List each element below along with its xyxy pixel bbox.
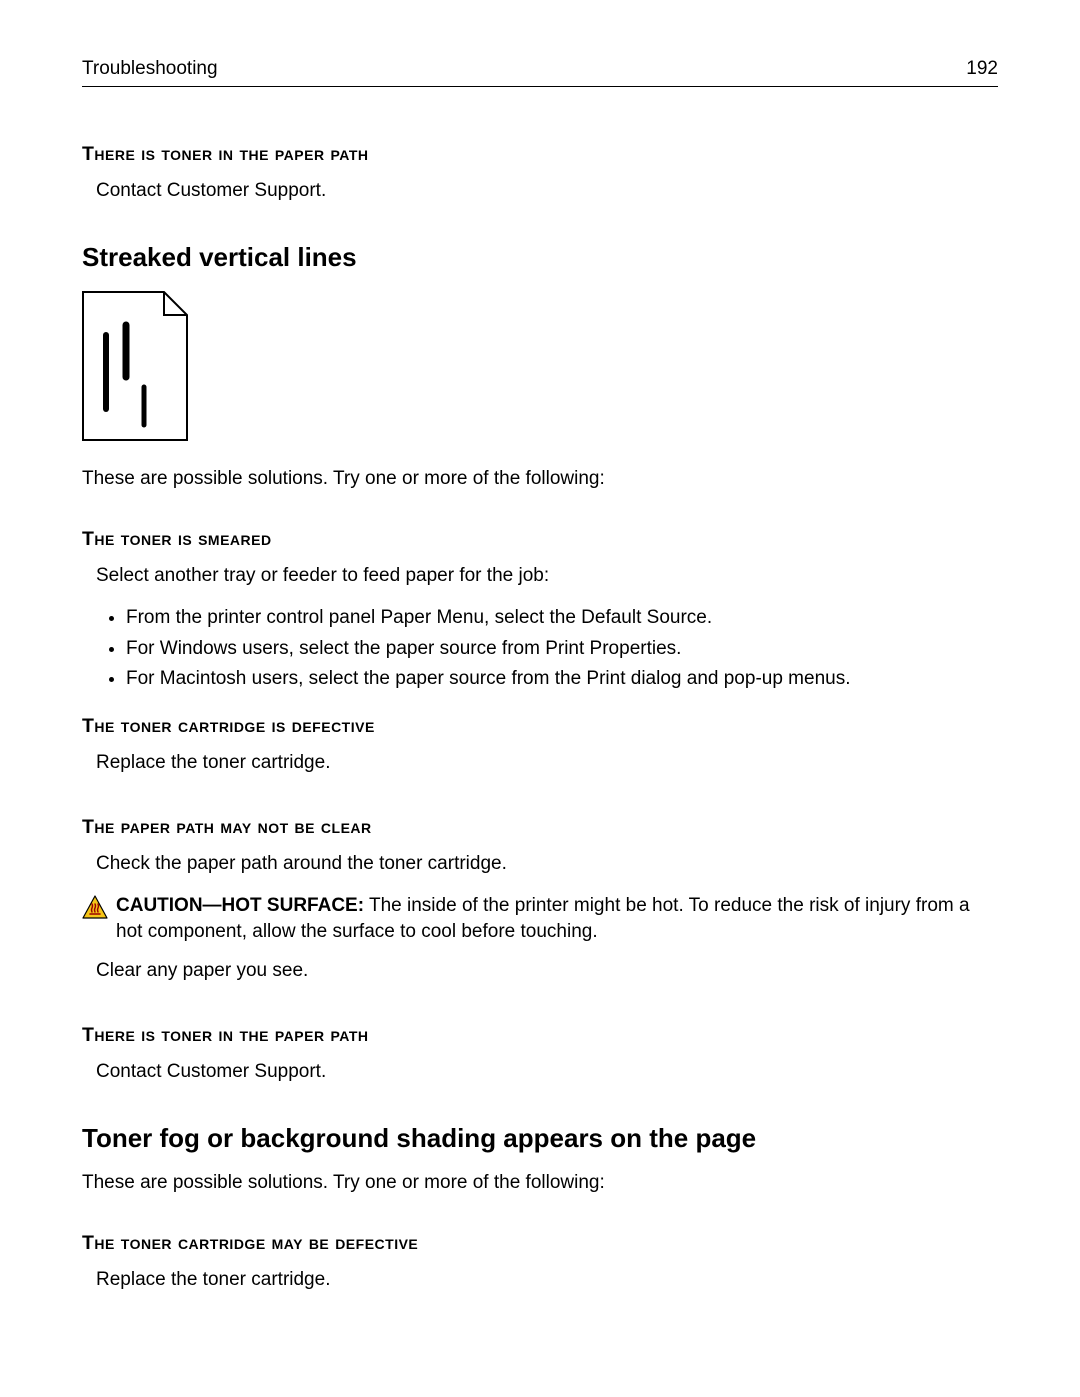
streaked-lines-illustration	[82, 291, 998, 446]
caution-label: CAUTION—HOT SURFACE:	[116, 895, 364, 916]
streaked-lines-icon	[82, 291, 188, 441]
caution-hot-surface: CAUTION—HOT SURFACE: The inside of the p…	[82, 893, 998, 946]
page-header: Troubleshooting 192	[82, 58, 998, 87]
caution-icon	[82, 895, 108, 924]
text-replace-cartridge-1: Replace the toner cartridge.	[96, 752, 998, 774]
page-number: 192	[966, 58, 998, 80]
text-solutions-intro-1: These are possible solutions. Try one or…	[82, 468, 998, 490]
text-select-tray: Select another tray or feeder to feed pa…	[96, 565, 998, 587]
text-contact-support-2: Contact Customer Support.	[96, 1061, 998, 1083]
heading-cartridge-defective: The toner cartridge is defective	[82, 715, 998, 738]
heading-paper-path-not-clear: The paper path may not be clear	[82, 816, 998, 839]
heading-toner-fog: Toner fog or background shading appears …	[82, 1123, 998, 1154]
caution-text: CAUTION—HOT SURFACE: The inside of the p…	[116, 893, 998, 946]
list-item: For Windows users, select the paper sour…	[126, 636, 998, 663]
header-left: Troubleshooting	[82, 58, 218, 80]
page: Troubleshooting 192 There is toner in th…	[0, 0, 1080, 1397]
heading-toner-in-path-1: There is toner in the paper path	[82, 143, 998, 166]
text-contact-support-1: Contact Customer Support.	[96, 180, 998, 202]
text-solutions-intro-2: These are possible solutions. Try one or…	[82, 1172, 998, 1194]
text-replace-cartridge-2: Replace the toner cartridge.	[96, 1269, 998, 1291]
list-toner-smeared-steps: From the printer control panel Paper Men…	[96, 605, 998, 693]
text-clear-paper: Clear any paper you see.	[96, 960, 998, 982]
text-check-paper-path: Check the paper path around the toner ca…	[96, 853, 998, 875]
list-item: From the printer control panel Paper Men…	[126, 605, 998, 632]
heading-toner-smeared: The toner is smeared	[82, 528, 998, 551]
heading-streaked-vertical-lines: Streaked vertical lines	[82, 242, 998, 273]
heading-toner-in-path-2: There is toner in the paper path	[82, 1024, 998, 1047]
list-item: For Macintosh users, select the paper so…	[126, 666, 998, 693]
heading-cartridge-may-be-defective: The toner cartridge may be defective	[82, 1232, 998, 1255]
